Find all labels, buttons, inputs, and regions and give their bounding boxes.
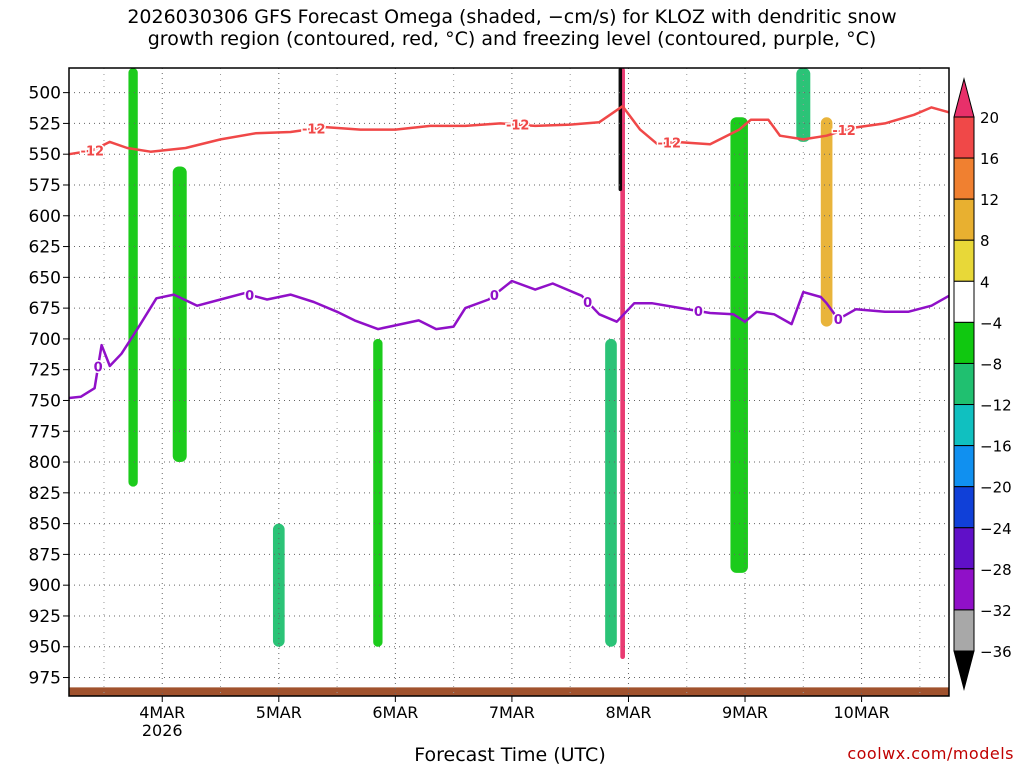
freezing-level-contour-label-2: 0 — [490, 289, 499, 304]
omega-feature-4 — [272, 523, 285, 647]
chart-title: 2026030306 GFS Forecast Omega (shaded, −… — [0, 6, 1024, 50]
colorbar-tick-label-1: 16 — [980, 150, 999, 168]
colorbar-swatch-2 — [953, 198, 975, 241]
x-tick-label-10MAR: 10MAR — [833, 703, 889, 722]
plot-area — [69, 68, 949, 696]
dgz-contour-label-4: -12 — [832, 124, 856, 139]
x-tick-label-8MAR: 8MAR — [605, 703, 651, 722]
x-axis-label: Forecast Time (UTC) — [414, 744, 606, 766]
chart-title-line1: 2026030306 GFS Forecast Omega (shaded, −… — [127, 6, 897, 28]
x-tick-label-4MAR: 4MAR — [139, 703, 185, 722]
y-tick-label-850: 850 — [29, 515, 61, 535]
omega-feature-9 — [820, 117, 833, 327]
dgz-contour-label-0: -12 — [81, 145, 105, 160]
y-tick-label-650: 650 — [29, 268, 61, 288]
colorbar-bottom-arrow — [953, 650, 975, 691]
colorbar-tick-label-6: −8 — [980, 355, 1002, 373]
x-tick-sublabel-4MAR: 2026 — [142, 721, 183, 740]
omega-feature-3 — [172, 166, 187, 463]
y-tick-label-675: 675 — [29, 299, 61, 319]
colorbar-legend: 20 16 12 8 4 −4 −8 −12 −16 −20 −24 −28 −32 −36 — [953, 77, 1012, 691]
omega-feature-7 — [730, 117, 748, 573]
colorbar-tick-label-9: −20 — [980, 479, 1012, 497]
y-tick-label-725: 725 — [29, 361, 61, 381]
colorbar-swatch-3 — [953, 239, 975, 282]
colorbar-tick-label-5: −4 — [980, 314, 1002, 332]
freezing-level-contour-label-0: 0 — [94, 361, 103, 376]
y-tick-label-825: 825 — [29, 484, 61, 504]
chart-title-line2: growth region (contoured, red, °C) and f… — [147, 28, 877, 50]
freezing-level-contour-label-1: 0 — [245, 289, 254, 304]
colorbar-tick-label-10: −24 — [980, 520, 1012, 538]
y-tick-label-875: 875 — [29, 545, 61, 565]
y-tick-label-900: 900 — [29, 576, 61, 596]
dgz-contour-line — [68, 104, 950, 156]
x-tick-label-9MAR: 9MAR — [722, 703, 768, 722]
freezing-level-contour-label-5: 0 — [834, 313, 843, 328]
omega-feature-6 — [605, 338, 617, 647]
omega-feature-0 — [620, 68, 625, 660]
dgz-contour-label-3: -12 — [658, 137, 682, 152]
y-tick-label-950: 950 — [29, 638, 61, 658]
omega-feature-5 — [373, 338, 383, 647]
colorbar-tick-label-0: 20 — [980, 109, 999, 127]
contour-layer: -12 -12 -12 -12 -12 0 0 0 0 0 0 — [68, 104, 950, 400]
colorbar-swatch-0 — [953, 116, 975, 159]
colorbar-swatch-6 — [953, 362, 975, 406]
ground-strip — [69, 687, 949, 696]
colorbar-swatch-11 — [953, 568, 975, 611]
x-tick-label-5MAR: 5MAR — [256, 703, 302, 722]
grid-lines — [69, 68, 949, 696]
colorbar-tick-label-2: 12 — [980, 191, 999, 209]
colorbar-swatch-12 — [953, 609, 975, 652]
colorbar-tick-label-12: −32 — [980, 602, 1012, 620]
x-tick-label-6MAR: 6MAR — [372, 703, 418, 722]
omega-shading-layer — [69, 68, 949, 696]
y-tick-label-625: 625 — [29, 238, 61, 258]
x-tick-label-7MAR: 7MAR — [489, 703, 535, 722]
y-tick-label-525: 525 — [29, 114, 61, 134]
colorbar-tick-label-8: −16 — [980, 438, 1012, 456]
y-tick-label-700: 700 — [29, 330, 61, 350]
y-tick-label-750: 750 — [29, 391, 61, 411]
colorbar-top-arrow — [953, 77, 975, 118]
omega-feature-1 — [618, 68, 623, 192]
colorbar-tick-label-11: −28 — [980, 561, 1012, 579]
plot-frame — [68, 67, 950, 697]
dgz-contour-label-2: -12 — [506, 119, 530, 134]
colorbar-swatch-5 — [953, 321, 975, 364]
freezing-level-contour-label-4: 0 — [694, 305, 703, 320]
freezing-level-contour-line — [68, 279, 950, 400]
credit-text: coolwx.com/models — [847, 744, 1014, 763]
colorbar-swatch-10 — [953, 527, 975, 570]
y-tick-label-925: 925 — [29, 607, 61, 627]
y-tick-label-600: 600 — [29, 207, 61, 227]
colorbar-tick-label-4: 4 — [980, 273, 990, 291]
y-tick-label-575: 575 — [29, 176, 61, 196]
freezing-level-contour-label-3: 0 — [583, 296, 592, 311]
y-tick-label-775: 775 — [29, 422, 61, 442]
colorbar-swatch-8 — [953, 445, 975, 488]
colorbar-tick-label-7: −12 — [980, 397, 1012, 415]
colorbar-swatch-9 — [953, 486, 975, 529]
colorbar-swatch-4 — [953, 280, 975, 323]
y-axis: 500 525 550 575 600 625 650 675 700 725 750 775 800 8… — [29, 84, 69, 689]
colorbar-swatch-7 — [953, 404, 975, 447]
colorbar-tick-label-3: 8 — [980, 232, 990, 250]
y-tick-label-975: 975 — [29, 669, 61, 689]
colorbar-swatch-1 — [953, 157, 975, 200]
y-tick-label-550: 550 — [29, 145, 61, 165]
omega-feature-2 — [128, 68, 138, 487]
y-tick-label-500: 500 — [29, 84, 61, 104]
dgz-contour-label-1: -12 — [302, 123, 326, 138]
colorbar-tick-label-13: −36 — [980, 643, 1012, 661]
y-tick-label-800: 800 — [29, 453, 61, 473]
